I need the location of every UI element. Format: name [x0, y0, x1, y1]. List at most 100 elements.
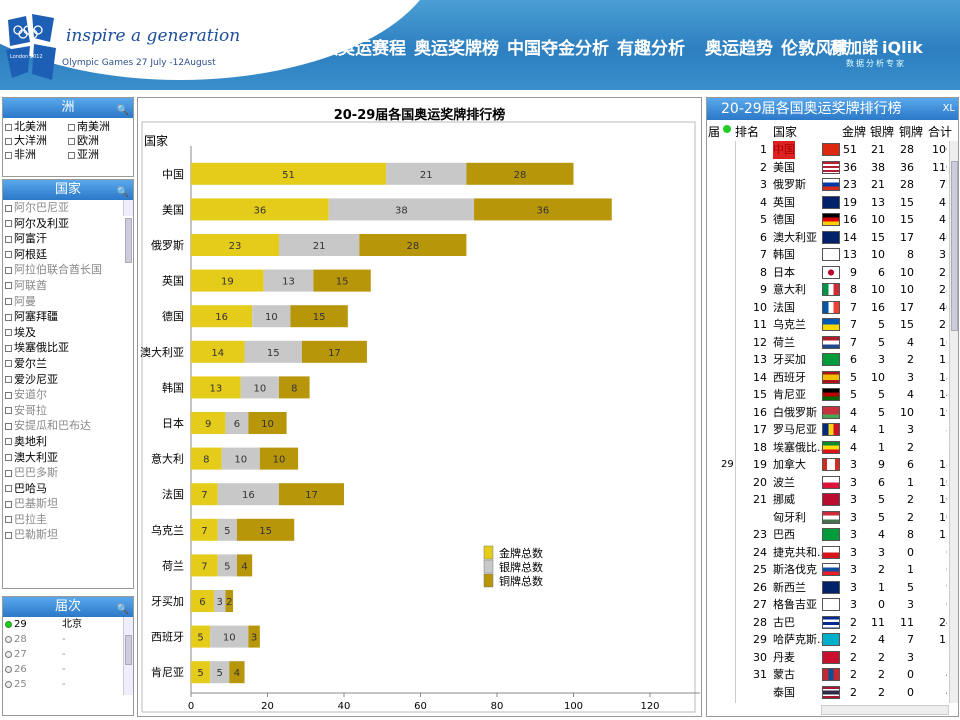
- radio-icon[interactable]: [5, 650, 12, 658]
- radio-icon[interactable]: [5, 680, 12, 688]
- table-row[interactable]: 23 巴西 3 4 8 15: [707, 526, 947, 544]
- checkbox-icon[interactable]: [5, 204, 12, 212]
- table-row[interactable]: 25 斯洛伐克 3 2 1 6: [707, 561, 947, 579]
- country-item[interactable]: 阿曼: [5, 294, 133, 310]
- country-item[interactable]: 阿塞拜疆: [5, 309, 133, 325]
- country-item[interactable]: 埃及: [5, 325, 133, 341]
- checkbox-icon[interactable]: [5, 329, 12, 337]
- country-scrollbar[interactable]: [123, 200, 133, 263]
- checkbox-icon[interactable]: [5, 235, 12, 243]
- continent-item[interactable]: 大洋洲: [5, 134, 68, 148]
- table-row[interactable]: 28 古巴 2 11 11 24: [707, 614, 947, 632]
- table-row[interactable]: 10 法国 7 16 17 40: [707, 299, 947, 317]
- country-item[interactable]: 埃塞俄比亚: [5, 340, 133, 356]
- checkbox-icon[interactable]: [5, 298, 12, 306]
- col-total[interactable]: 合计: [928, 125, 953, 139]
- table-row[interactable]: 13 牙买加 6 3 2 11: [707, 351, 947, 369]
- checkbox-icon[interactable]: [5, 282, 12, 290]
- col-silver[interactable]: 银牌: [870, 125, 895, 139]
- nav-london-scenery[interactable]: 伦敦风景: [781, 39, 849, 59]
- table-horizontal-scrollbar[interactable]: [821, 705, 949, 715]
- london-2012-logo[interactable]: London 2012: [4, 12, 60, 84]
- checkbox-icon[interactable]: [5, 151, 12, 159]
- continent-item[interactable]: 欧洲: [68, 134, 131, 148]
- country-item[interactable]: 巴哈马: [5, 481, 133, 497]
- country-item[interactable]: 巴勒斯坦: [5, 527, 133, 543]
- table-row[interactable]: 19 加拿大 3 9 6 18: [707, 456, 947, 474]
- table-row[interactable]: 8 日本 9 6 10 25: [707, 264, 947, 282]
- table-row[interactable]: 15 肯尼亚 5 5 4 14: [707, 386, 947, 404]
- table-row[interactable]: 9 意大利 8 10 10 28: [707, 281, 947, 299]
- checkbox-icon[interactable]: [68, 123, 75, 131]
- col-bronze[interactable]: 铜牌: [899, 125, 924, 139]
- table-controls[interactable]: XL: [942, 103, 955, 114]
- radio-icon[interactable]: [5, 620, 12, 628]
- continent-item[interactable]: 非洲: [5, 148, 68, 162]
- table-row[interactable]: 21 挪威 3 5 2 10: [707, 491, 947, 509]
- checkbox-icon[interactable]: [5, 422, 12, 430]
- search-icon[interactable]: 🔍: [116, 187, 129, 198]
- radio-icon[interactable]: [5, 635, 12, 643]
- col-gold[interactable]: 金牌: [842, 125, 867, 139]
- table-row[interactable]: 6 澳大利亚 14 15 17 46: [707, 229, 947, 247]
- table-row[interactable]: 12 荷兰 7 5 4 16: [707, 334, 947, 352]
- country-item[interactable]: 爱尔兰: [5, 356, 133, 372]
- checkbox-icon[interactable]: [5, 123, 12, 131]
- table-row[interactable]: 7 韩国 13 10 8 31: [707, 246, 947, 264]
- session-scrollbar[interactable]: [123, 617, 133, 695]
- table-row[interactable]: 匈牙利 3 5 2 10: [707, 509, 947, 527]
- table-row[interactable]: 24 捷克共和... 3 3 0 6: [707, 544, 947, 562]
- country-item[interactable]: 爱沙尼亚: [5, 372, 133, 388]
- table-row[interactable]: 14 西班牙 5 10 3 18: [707, 369, 947, 387]
- table-row[interactable]: 1 中国 51 21 28 100: [707, 141, 947, 159]
- country-item[interactable]: 阿尔巴尼亚: [5, 200, 133, 216]
- continent-item[interactable]: 南美洲: [68, 120, 131, 134]
- session-item[interactable]: 27 -: [3, 647, 133, 662]
- country-item[interactable]: 阿尔及利亚: [5, 216, 133, 232]
- checkbox-icon[interactable]: [5, 313, 12, 321]
- session-item[interactable]: 28 -: [3, 632, 133, 647]
- search-icon[interactable]: 🔍: [116, 604, 129, 615]
- checkbox-icon[interactable]: [5, 500, 12, 508]
- col-country[interactable]: 国家: [773, 125, 798, 139]
- country-item[interactable]: 巴拉圭: [5, 512, 133, 528]
- nav-olympic-trends[interactable]: 奥运趋势: [705, 39, 773, 59]
- table-vertical-scrollbar[interactable]: [949, 141, 958, 703]
- country-item[interactable]: 阿富汗: [5, 231, 133, 247]
- nav-london-schedule[interactable]: 伦敦奥运赛程: [304, 39, 406, 59]
- continent-item[interactable]: 亚洲: [68, 148, 131, 162]
- country-item[interactable]: 澳大利亚: [5, 450, 133, 466]
- table-row[interactable]: 泰国 2 2 0 4: [707, 684, 947, 702]
- country-item[interactable]: 安道尔: [5, 387, 133, 403]
- country-item[interactable]: 阿拉伯联合酋长国: [5, 262, 133, 278]
- checkbox-icon[interactable]: [5, 407, 12, 415]
- table-row[interactable]: 3 俄罗斯 23 21 28 72: [707, 176, 947, 194]
- table-row[interactable]: 27 格鲁吉亚 3 0 3 6: [707, 596, 947, 614]
- checkbox-icon[interactable]: [5, 516, 12, 524]
- table-row[interactable]: 5 德国 16 10 15 41: [707, 211, 947, 229]
- session-item[interactable]: 26 -: [3, 662, 133, 677]
- country-item[interactable]: 奥地利: [5, 434, 133, 450]
- country-item[interactable]: 阿联酋: [5, 278, 133, 294]
- checkbox-icon[interactable]: [5, 391, 12, 399]
- checkbox-icon[interactable]: [5, 344, 12, 352]
- checkbox-icon[interactable]: [5, 137, 12, 145]
- checkbox-icon[interactable]: [5, 531, 12, 539]
- table-row[interactable]: 29 哈萨克斯... 2 4 7 13: [707, 631, 947, 649]
- country-item[interactable]: 安哥拉: [5, 403, 133, 419]
- session-item[interactable]: 25 -: [3, 677, 133, 692]
- checkbox-icon[interactable]: [5, 485, 12, 493]
- table-row[interactable]: 4 英国 19 13 15 47: [707, 194, 947, 212]
- checkbox-icon[interactable]: [5, 376, 12, 384]
- nav-home[interactable]: 首页: [262, 39, 296, 59]
- country-item[interactable]: 巴巴多斯: [5, 465, 133, 481]
- checkbox-icon[interactable]: [5, 220, 12, 228]
- nav-china-gold-analysis[interactable]: 中国夺金分析: [507, 39, 609, 59]
- session-item[interactable]: 29 北京: [3, 617, 133, 632]
- table-row[interactable]: 30 丹麦 2 2 3 7: [707, 649, 947, 667]
- country-item[interactable]: 巴基斯坦: [5, 496, 133, 512]
- nav-fun-analysis[interactable]: 有趣分析: [617, 39, 685, 59]
- checkbox-icon[interactable]: [5, 360, 12, 368]
- table-row[interactable]: 2 美国 36 38 36 110: [707, 159, 947, 177]
- continent-item[interactable]: 北美洲: [5, 120, 68, 134]
